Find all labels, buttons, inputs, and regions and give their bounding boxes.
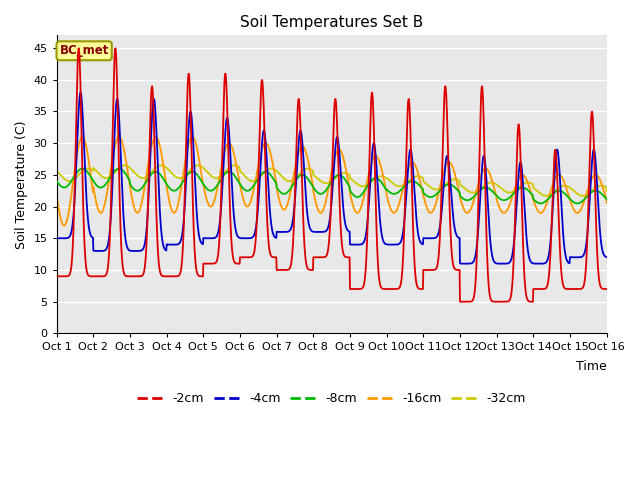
Text: Time: Time [576, 360, 607, 373]
Title: Soil Temperatures Set B: Soil Temperatures Set B [240, 15, 423, 30]
Text: BC_met: BC_met [60, 44, 109, 57]
Legend: -2cm, -4cm, -8cm, -16cm, -32cm: -2cm, -4cm, -8cm, -16cm, -32cm [132, 387, 531, 410]
Y-axis label: Soil Temperature (C): Soil Temperature (C) [15, 120, 28, 249]
